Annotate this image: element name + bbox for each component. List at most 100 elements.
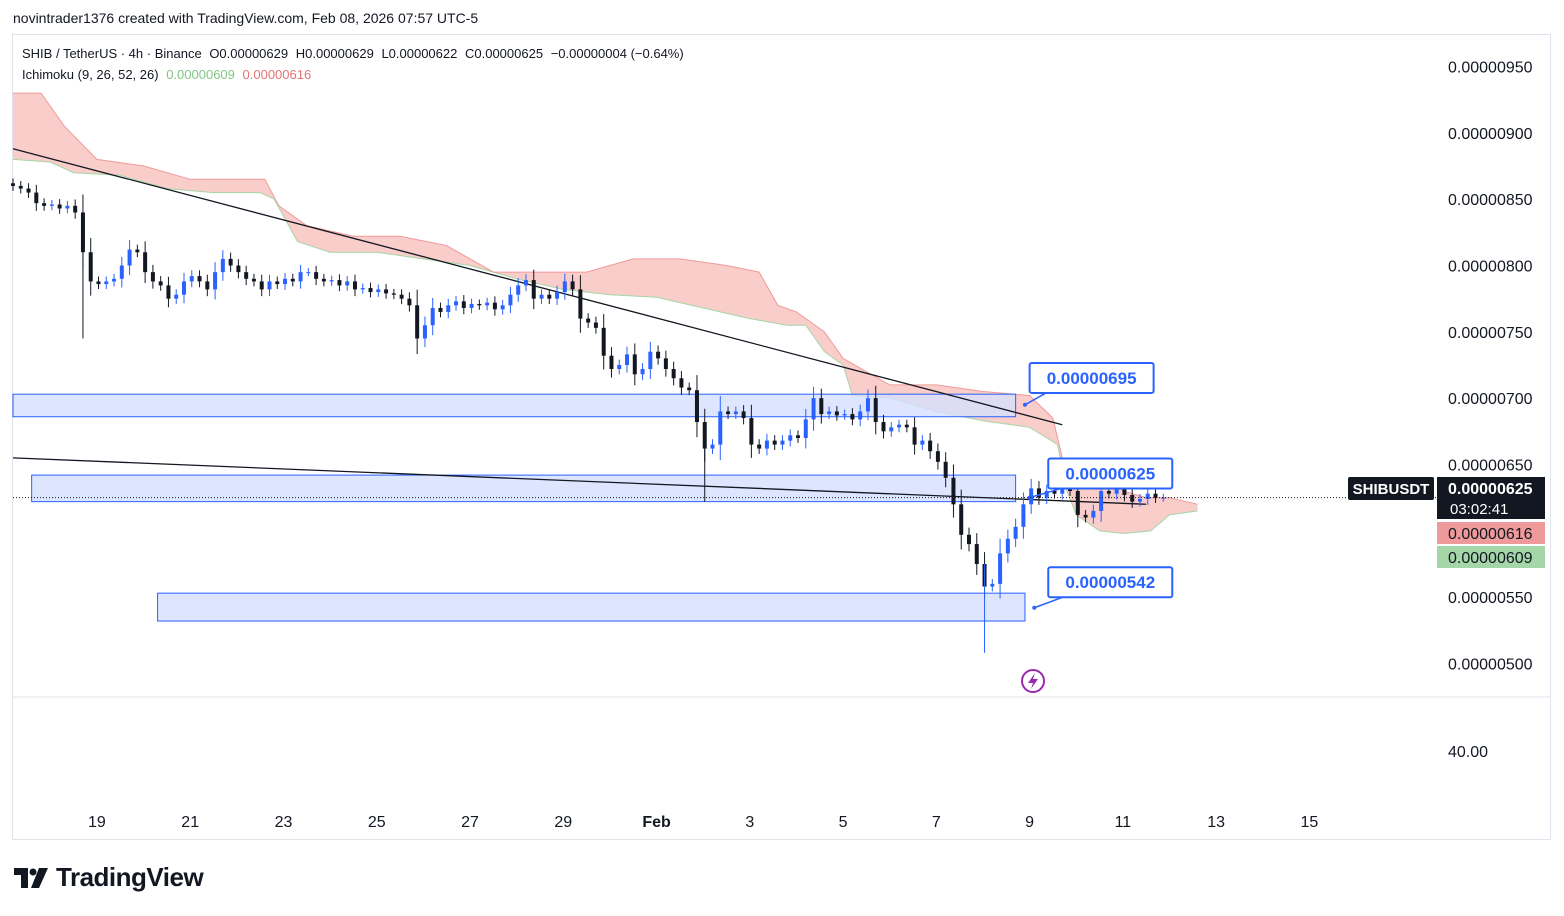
candle-body [384,289,389,294]
candle-body [873,398,878,423]
candle-body [34,192,39,204]
candle-body [819,398,824,415]
indicator-legend[interactable]: Ichimoku (9, 26, 52, 26) 0.00000609 0.00… [22,67,315,82]
candle-body [213,272,218,290]
candle-body [1021,504,1026,527]
lightning-event-icon[interactable] [1021,669,1045,693]
candle-body [648,351,653,369]
candle-body [1161,497,1166,499]
ichimoku-cloud [12,92,1198,535]
candle-body [267,281,272,290]
candle-body [205,281,210,290]
candle-body [865,398,870,412]
candle-body [197,276,202,282]
candle-body [1099,491,1104,511]
candle-body [547,294,552,299]
candle-body [430,307,435,326]
candle-body [904,424,909,428]
candle-body [920,440,925,445]
candle-body [811,398,816,420]
price-axis[interactable]: 0.00000950 0.00000900 0.00000850 0.00000800… [1448,60,1533,674]
y-tick-label: 0.00000700 [1448,391,1533,408]
candle-body [897,424,902,428]
callout-anchor [1032,605,1037,610]
candle-body [555,292,560,299]
candle-body [663,358,668,369]
candle-body [601,327,606,356]
candle-body [407,298,412,306]
price-callouts[interactable]: 0.00000695 0.00000625 0.00000542 [1022,361,1174,610]
candle-body [26,188,31,193]
candle-body [454,301,459,306]
svg-text:0.00000625: 0.00000625 [1448,481,1533,498]
candle-body [539,294,544,299]
candle-body [415,305,420,339]
cloud-band [13,93,1198,534]
candle-body [850,414,855,420]
ohlc-close: C0.00000625 [464,46,544,61]
trendlines[interactable] [12,148,1147,505]
candle-body [228,258,233,266]
candle-body [189,276,194,282]
candle-body [391,293,396,295]
ohlc-high: H0.00000629 [295,46,374,61]
candle-body [671,368,676,379]
candle-body [570,281,575,290]
y-tick-label: 0.00000550 [1448,590,1533,607]
candle-body [632,354,637,375]
candle-body [733,411,738,415]
svg-text:SHIBUSDT: SHIBUSDT [1353,481,1430,498]
tradingview-logo: TradingView [14,862,204,893]
time-axis[interactable]: 19 21 23 25 27 29 Feb 3 5 7 9 11 13 15 [88,814,1318,831]
candle-body [749,418,754,445]
y-tick-label: 0.00000900 [1448,126,1533,143]
candle-body [104,281,109,285]
candle-body [1106,491,1111,494]
zone-rect [12,393,1017,418]
last-price-tag: 0.00000625 03:02:41 [1437,477,1545,519]
symbol-name[interactable]: SHIB / TetherUS · 4h · Binance [22,46,202,61]
callout-label: 0.00000625 [1065,464,1155,483]
candle-body [1036,488,1041,498]
candle-body [586,318,591,323]
candle-body [1044,491,1049,498]
candle-body [741,411,746,419]
candle-body [834,411,839,416]
trendline [12,457,1147,505]
candle-body [422,325,427,339]
candle-body [842,414,847,416]
support-resistance-zones[interactable] [12,393,1026,622]
candle-body [1005,538,1010,554]
candle-body [283,278,288,285]
candle-body [1068,488,1073,492]
symbol-legend[interactable]: SHIB / TetherUS · 4h · Binance O0.000006… [22,46,688,61]
candle-body [11,183,15,186]
candle-body [275,281,280,285]
candle-body [251,278,256,282]
candle-body [469,303,474,308]
candle-body [679,378,684,388]
callout-label: 0.00000695 [1047,369,1137,388]
candle-body [1091,510,1096,518]
candlesticks [11,178,1166,653]
candle-body [337,280,342,286]
candle-body [88,252,93,282]
candle-body [345,281,350,286]
candle-body [376,289,381,293]
callout-anchor [1027,495,1032,500]
lower-pane-axis-label: 40.00 [1448,744,1488,761]
candle-body [181,281,186,295]
span-b-value: 0.00000616 [242,67,312,82]
indicator-name[interactable]: Ichimoku (9, 26, 52, 26) [22,67,159,82]
svg-text:0.00000616: 0.00000616 [1448,526,1533,543]
span-a-tag: 0.00000609 [1437,546,1545,568]
candle-body [889,427,894,432]
y-tick-label: 0.00000750 [1448,325,1533,342]
candle-body [446,305,451,312]
x-tick-label: 29 [554,814,572,831]
candle-body [220,258,225,273]
x-tick-label: 9 [1025,814,1034,831]
span-a-value: 0.00000609 [166,67,235,82]
candle-body [718,411,723,445]
